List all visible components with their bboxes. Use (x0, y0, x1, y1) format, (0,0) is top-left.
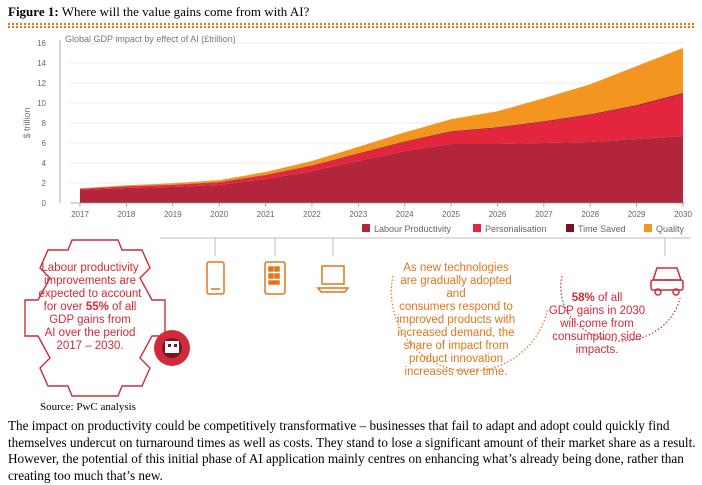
consumption-callout: 58% of all GDP gains in 2030 will come f… (547, 292, 647, 357)
legend-label: Personalisation (485, 224, 547, 234)
legend-label: Labour Productivity (374, 224, 452, 234)
chart-title: Global GDP impact by effect of AI (£tril… (65, 34, 236, 44)
divider-top (8, 23, 694, 25)
gear-line: improvements are (43, 275, 137, 287)
gear-line: for over 55% of all (30, 301, 150, 314)
y-tick-label: 8 (42, 119, 47, 128)
tablet-icon (264, 261, 286, 295)
bubble-line: will come from (560, 318, 634, 330)
y-tick-label: 16 (37, 39, 46, 48)
infographic (24, 237, 690, 397)
bubble-line: share of impact from (403, 340, 509, 352)
y-axis-label: $ trillion (22, 107, 32, 138)
y-tick-label: 10 (37, 99, 46, 108)
gear-line: 2017 – 2030. (56, 340, 124, 352)
bubble-line: 58% of all (547, 292, 647, 305)
bubble-line: As new technologies (403, 262, 509, 274)
area-series-personalisation (80, 94, 683, 190)
gear-line: AI over the period (44, 327, 136, 339)
x-tick-label: 2030 (674, 210, 692, 219)
figure-label: Figure 1: (8, 4, 59, 19)
x-tick-label: 2021 (257, 210, 275, 219)
y-tick-label: 6 (42, 139, 47, 148)
gear-line: expected to account (38, 288, 142, 300)
x-tick-label: 2024 (396, 210, 414, 219)
robot-cog-icon (154, 330, 190, 366)
bubble-line: are gradually adopted and (400, 275, 512, 300)
gear-text-part: of all (108, 301, 137, 313)
legend-label: Quality (656, 224, 685, 234)
x-tick-label: 2026 (489, 210, 507, 219)
figure-title: Figure 1: Where will the value gains com… (8, 4, 309, 20)
bubble-line: increased demand, the (397, 327, 515, 339)
body-paragraph: The impact on productivity could be comp… (8, 418, 696, 483)
bubble-arc-red (560, 275, 681, 342)
bubble-line: increases over time. (404, 366, 508, 378)
gear-line: GDP gains from (49, 314, 131, 326)
x-tick-label: 2027 (535, 210, 553, 219)
x-tick-label: 2020 (210, 210, 228, 219)
x-tick-label: 2025 (442, 210, 460, 219)
divider-top-2 (8, 26, 694, 28)
y-tick-label: 0 (42, 199, 47, 208)
bubble-line: product innovation (409, 353, 503, 365)
legend-swatch (566, 224, 574, 232)
gear-text-part: for over (43, 301, 86, 313)
y-tick-label: 4 (42, 159, 47, 168)
car-icon (650, 267, 684, 296)
legend-label: Time Saved (578, 224, 626, 234)
bubble-line: consumption side (552, 331, 642, 343)
gear-icon (24, 239, 166, 397)
x-tick-label: 2017 (71, 210, 89, 219)
innovation-callout: As new technologies are gradually adopte… (395, 262, 517, 379)
x-tick-label: 2029 (628, 210, 646, 219)
gear-line: Labour productivity (41, 262, 139, 274)
bubble-line: GDP gains in 2030 (548, 305, 646, 317)
y-tick-label: 2 (42, 179, 47, 188)
legend-swatch (644, 224, 652, 232)
bubble-line: consumers respond to (399, 301, 513, 313)
x-tick-label: 2018 (117, 210, 135, 219)
x-tick-label: 2019 (164, 210, 182, 219)
smartphone-icon (206, 261, 225, 295)
y-tick-label: 12 (37, 79, 46, 88)
x-tick-label: 2028 (581, 210, 599, 219)
laptop-icon (316, 265, 350, 293)
legend-swatch (473, 224, 481, 232)
figure-title-text: Where will the value gains come from wit… (61, 4, 310, 19)
gear-callout: Labour productivity improvements are exp… (30, 262, 150, 353)
consumption-highlight: 58% (571, 292, 595, 304)
gear-highlight: 55% (85, 301, 109, 313)
legend-swatch (362, 224, 370, 232)
y-tick-label: 14 (37, 59, 46, 68)
gdp-impact-chart: 0 2 4 6 8 10 12 14 16 $ trillion 2017 2018 2019 2020 2… (22, 34, 692, 234)
x-tick-label: 2022 (303, 210, 321, 219)
source-note: Source: PwC analysis (40, 401, 136, 413)
bubble-line: improved products with (396, 314, 516, 326)
area-series-labour-productivity (80, 136, 683, 203)
bubble-line: impacts. (575, 344, 619, 356)
bubble-text-part: of all (594, 292, 623, 304)
x-tick-label: 2023 (349, 210, 367, 219)
